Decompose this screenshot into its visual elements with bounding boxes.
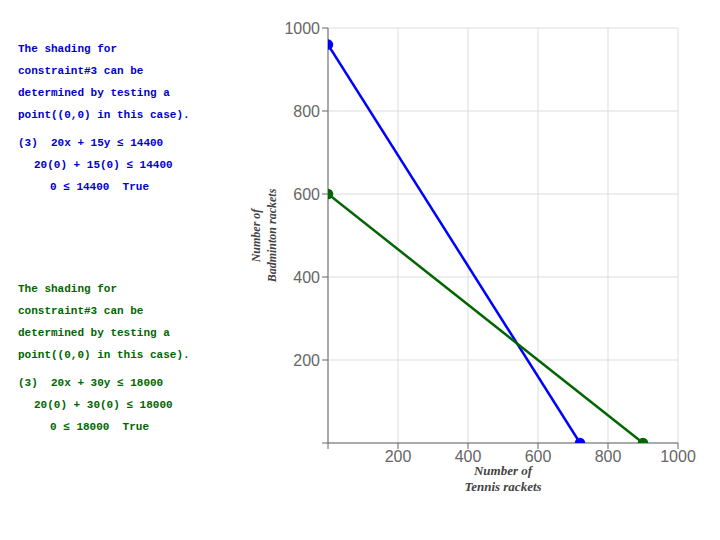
svg-text:400: 400 [293,269,320,286]
html-text:point((0,0) in this case).: point((0,0) in this case). [18,349,190,361]
svg-text:600: 600 [525,448,552,465]
svg-text:1000: 1000 [284,20,320,37]
html-text:0 ≤ 18000 True: 0 ≤ 18000 True [50,421,149,433]
html-text:0 ≤ 14400 True: 0 ≤ 14400 True [50,181,149,193]
html-text:20(0) + 15(0) ≤ 14400: 20(0) + 15(0) ≤ 14400 [34,159,173,171]
svg-text:400: 400 [455,448,482,465]
html-text:constraint#3 can be: constraint#3 can be [18,65,144,77]
html-text:determined by testing a: determined by testing a [18,327,170,339]
html-text:constraint#3 can be: constraint#3 can be [18,305,144,317]
svg-text:Number ofTennis rackets: Number ofTennis rackets [464,463,541,494]
svg-text:200: 200 [385,448,412,465]
html-text:determined by testing a: determined by testing a [18,87,170,99]
svg-text:800: 800 [595,448,622,465]
html-text:The shading for: The shading for [18,283,117,295]
svg-text:Number ofBadminton rackets: Number ofBadminton rackets [249,188,279,283]
svg-text:800: 800 [293,103,320,120]
html-text:The shading for: The shading for [18,43,117,55]
html-text:(3) 20x + 15y ≤ 14400: (3) 20x + 15y ≤ 14400 [18,137,164,149]
html-text:(3) 20x + 30y ≤ 18000: (3) 20x + 30y ≤ 18000 [18,377,164,389]
html-text:point((0,0) in this case).: point((0,0) in this case). [18,109,190,121]
svg-text:1000: 1000 [660,448,696,465]
html-text:20(0) + 30(0) ≤ 18000: 20(0) + 30(0) ≤ 18000 [34,399,173,411]
svg-text:600: 600 [293,186,320,203]
svg-text:200: 200 [293,352,320,369]
